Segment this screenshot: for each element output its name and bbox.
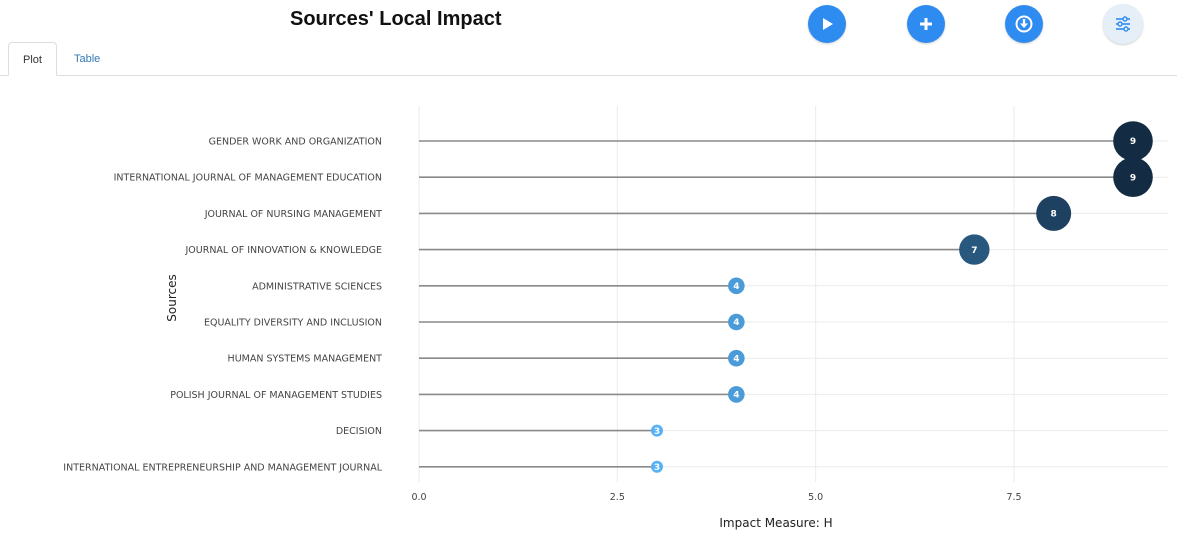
lollipop-dot [728,386,745,403]
data-label: 7 [971,246,977,256]
y-tick-label: EQUALITY DIVERSITY AND INCLUSION [204,318,382,329]
lollipop-dot [1113,157,1153,197]
y-tick-label: ADMINISTRATIVE SCIENCES [252,281,382,292]
y-tick-label: INTERNATIONAL JOURNAL OF MANAGEMENT EDUC… [114,173,382,184]
data-label: 4 [733,318,739,328]
plus-icon [920,18,932,30]
lollipop-dots: 9 9 8 7 4 4 4 4 3 3 [651,121,1153,473]
options-button[interactable] [1103,4,1143,44]
lollipop-dot [1036,195,1072,231]
data-label: 4 [733,391,739,401]
grid-lines [418,106,1168,482]
lollipop-dot [959,234,990,265]
y-tick-label: INTERNATIONAL ENTREPRENEURSHIP AND MANAG… [63,462,382,473]
y-tick-label: JOURNAL OF NURSING MANAGEMENT [204,209,382,220]
download-button[interactable] [1005,5,1043,43]
tab-plot[interactable]: Plot [8,42,57,76]
tab-bar: Plot Table [0,42,1177,76]
play-button[interactable] [808,5,846,43]
y-tick-label: HUMAN SYSTEMS MANAGEMENT [228,354,383,365]
download-icon [1015,15,1033,33]
x-tick-label: 7.5 [1006,492,1021,503]
lollipop-dot [1113,121,1153,161]
lollipop-dot [651,460,663,473]
data-label: 3 [654,427,660,437]
data-label: 4 [733,282,739,292]
add-button[interactable] [907,5,945,43]
lollipop-dot [728,313,745,331]
lollipop-dot [728,349,745,367]
x-tick-labels: 0.0 2.5 5.0 7.5 [411,492,1021,503]
play-icon [823,18,833,30]
y-tick-label: GENDER WORK AND ORGANIZATION [209,137,382,148]
y-tick-label: POLISH JOURNAL OF MANAGEMENT STUDIES [170,390,382,401]
data-label: 8 [1051,210,1057,220]
lollipop-sticks [419,140,1133,468]
y-tick-label: JOURNAL OF INNOVATION & KNOWLEDGE [184,245,382,256]
y-axis-title: Sources [165,274,179,321]
x-tick-label: 0.0 [411,492,426,503]
lollipop-dot [728,277,745,295]
data-label: 9 [1130,137,1136,147]
tab-table[interactable]: Table [74,53,101,65]
x-tick-label: 5.0 [808,492,823,503]
lollipop-dot [651,424,663,437]
x-tick-label: 2.5 [610,492,625,503]
data-label: 3 [654,463,660,473]
y-tick-label: DECISION [336,426,382,437]
page-title: Sources' Local Impact [290,8,502,30]
x-axis-title: Impact Measure: H [719,516,832,530]
sliders-icon [1116,16,1130,32]
data-label: 9 [1130,173,1136,183]
y-tick-labels: GENDER WORK AND ORGANIZATION INTERNATIONA… [63,137,382,474]
data-label: 4 [733,354,739,364]
